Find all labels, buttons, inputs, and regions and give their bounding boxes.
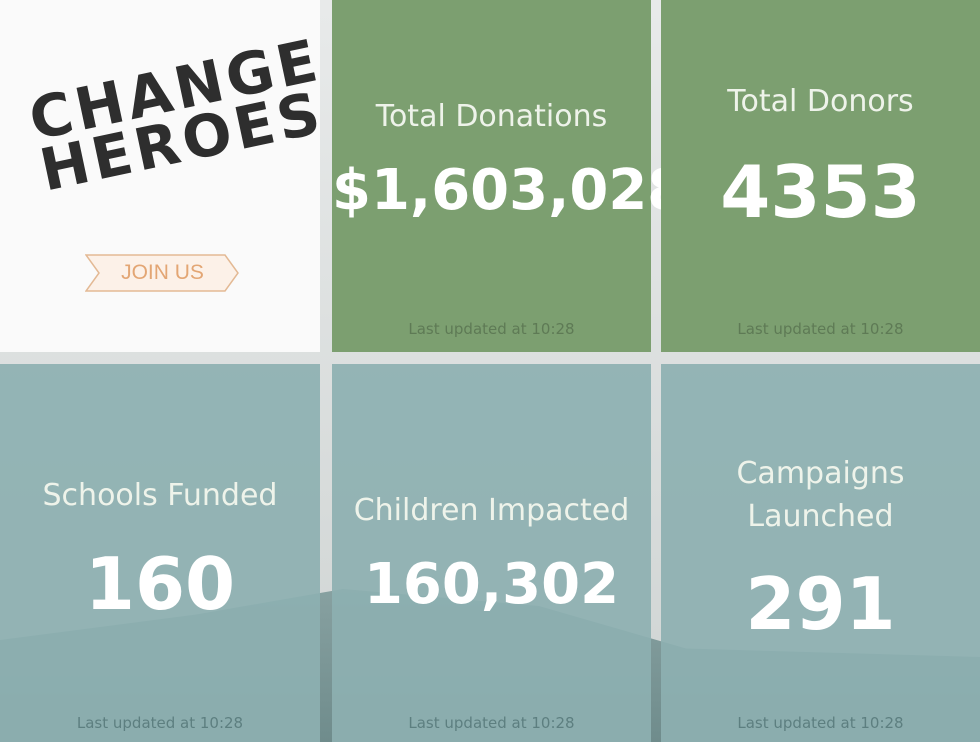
join-us-button[interactable]: JOIN US xyxy=(85,254,240,292)
last-updated: Last updated at 10:28 xyxy=(737,714,904,732)
tile-title: Total Donors xyxy=(727,84,914,119)
total-donations-tile: Total Donations $1,603,028 Last updated … xyxy=(332,0,687,352)
tile-title: Schools Funded xyxy=(42,478,278,513)
tile-value: 4353 xyxy=(720,150,921,234)
schools-funded-tile: Schools Funded 160 Last updated at 10:28 xyxy=(0,364,320,742)
total-donors-tile: Total Donors 4353 Last updated at 10:28 xyxy=(661,0,980,352)
change-heroes-logo: CHANGE HEROES xyxy=(23,25,330,205)
tile-value: 291 xyxy=(745,562,896,646)
campaigns-launched-tile: Campaigns Launched 291 Last updated at 1… xyxy=(661,364,980,742)
tile-title: Total Donations xyxy=(375,99,608,134)
last-updated: Last updated at 10:28 xyxy=(737,320,904,338)
tile-title: Children Impacted xyxy=(353,493,630,528)
ribbon-icon xyxy=(85,254,239,292)
last-updated: Last updated at 10:28 xyxy=(408,320,575,338)
last-updated: Last updated at 10:28 xyxy=(408,714,575,732)
tile-title: Campaigns Launched xyxy=(736,456,905,534)
children-impacted-tile: Children Impacted 160,302 Last updated a… xyxy=(332,364,651,742)
tile-value: 160,302 xyxy=(363,552,620,617)
tile-value: $1,603,028 xyxy=(332,158,687,223)
logo-tile: CHANGE HEROES JOIN US xyxy=(0,0,330,352)
last-updated: Last updated at 10:28 xyxy=(76,714,244,732)
tile-value: 160 xyxy=(84,542,236,626)
